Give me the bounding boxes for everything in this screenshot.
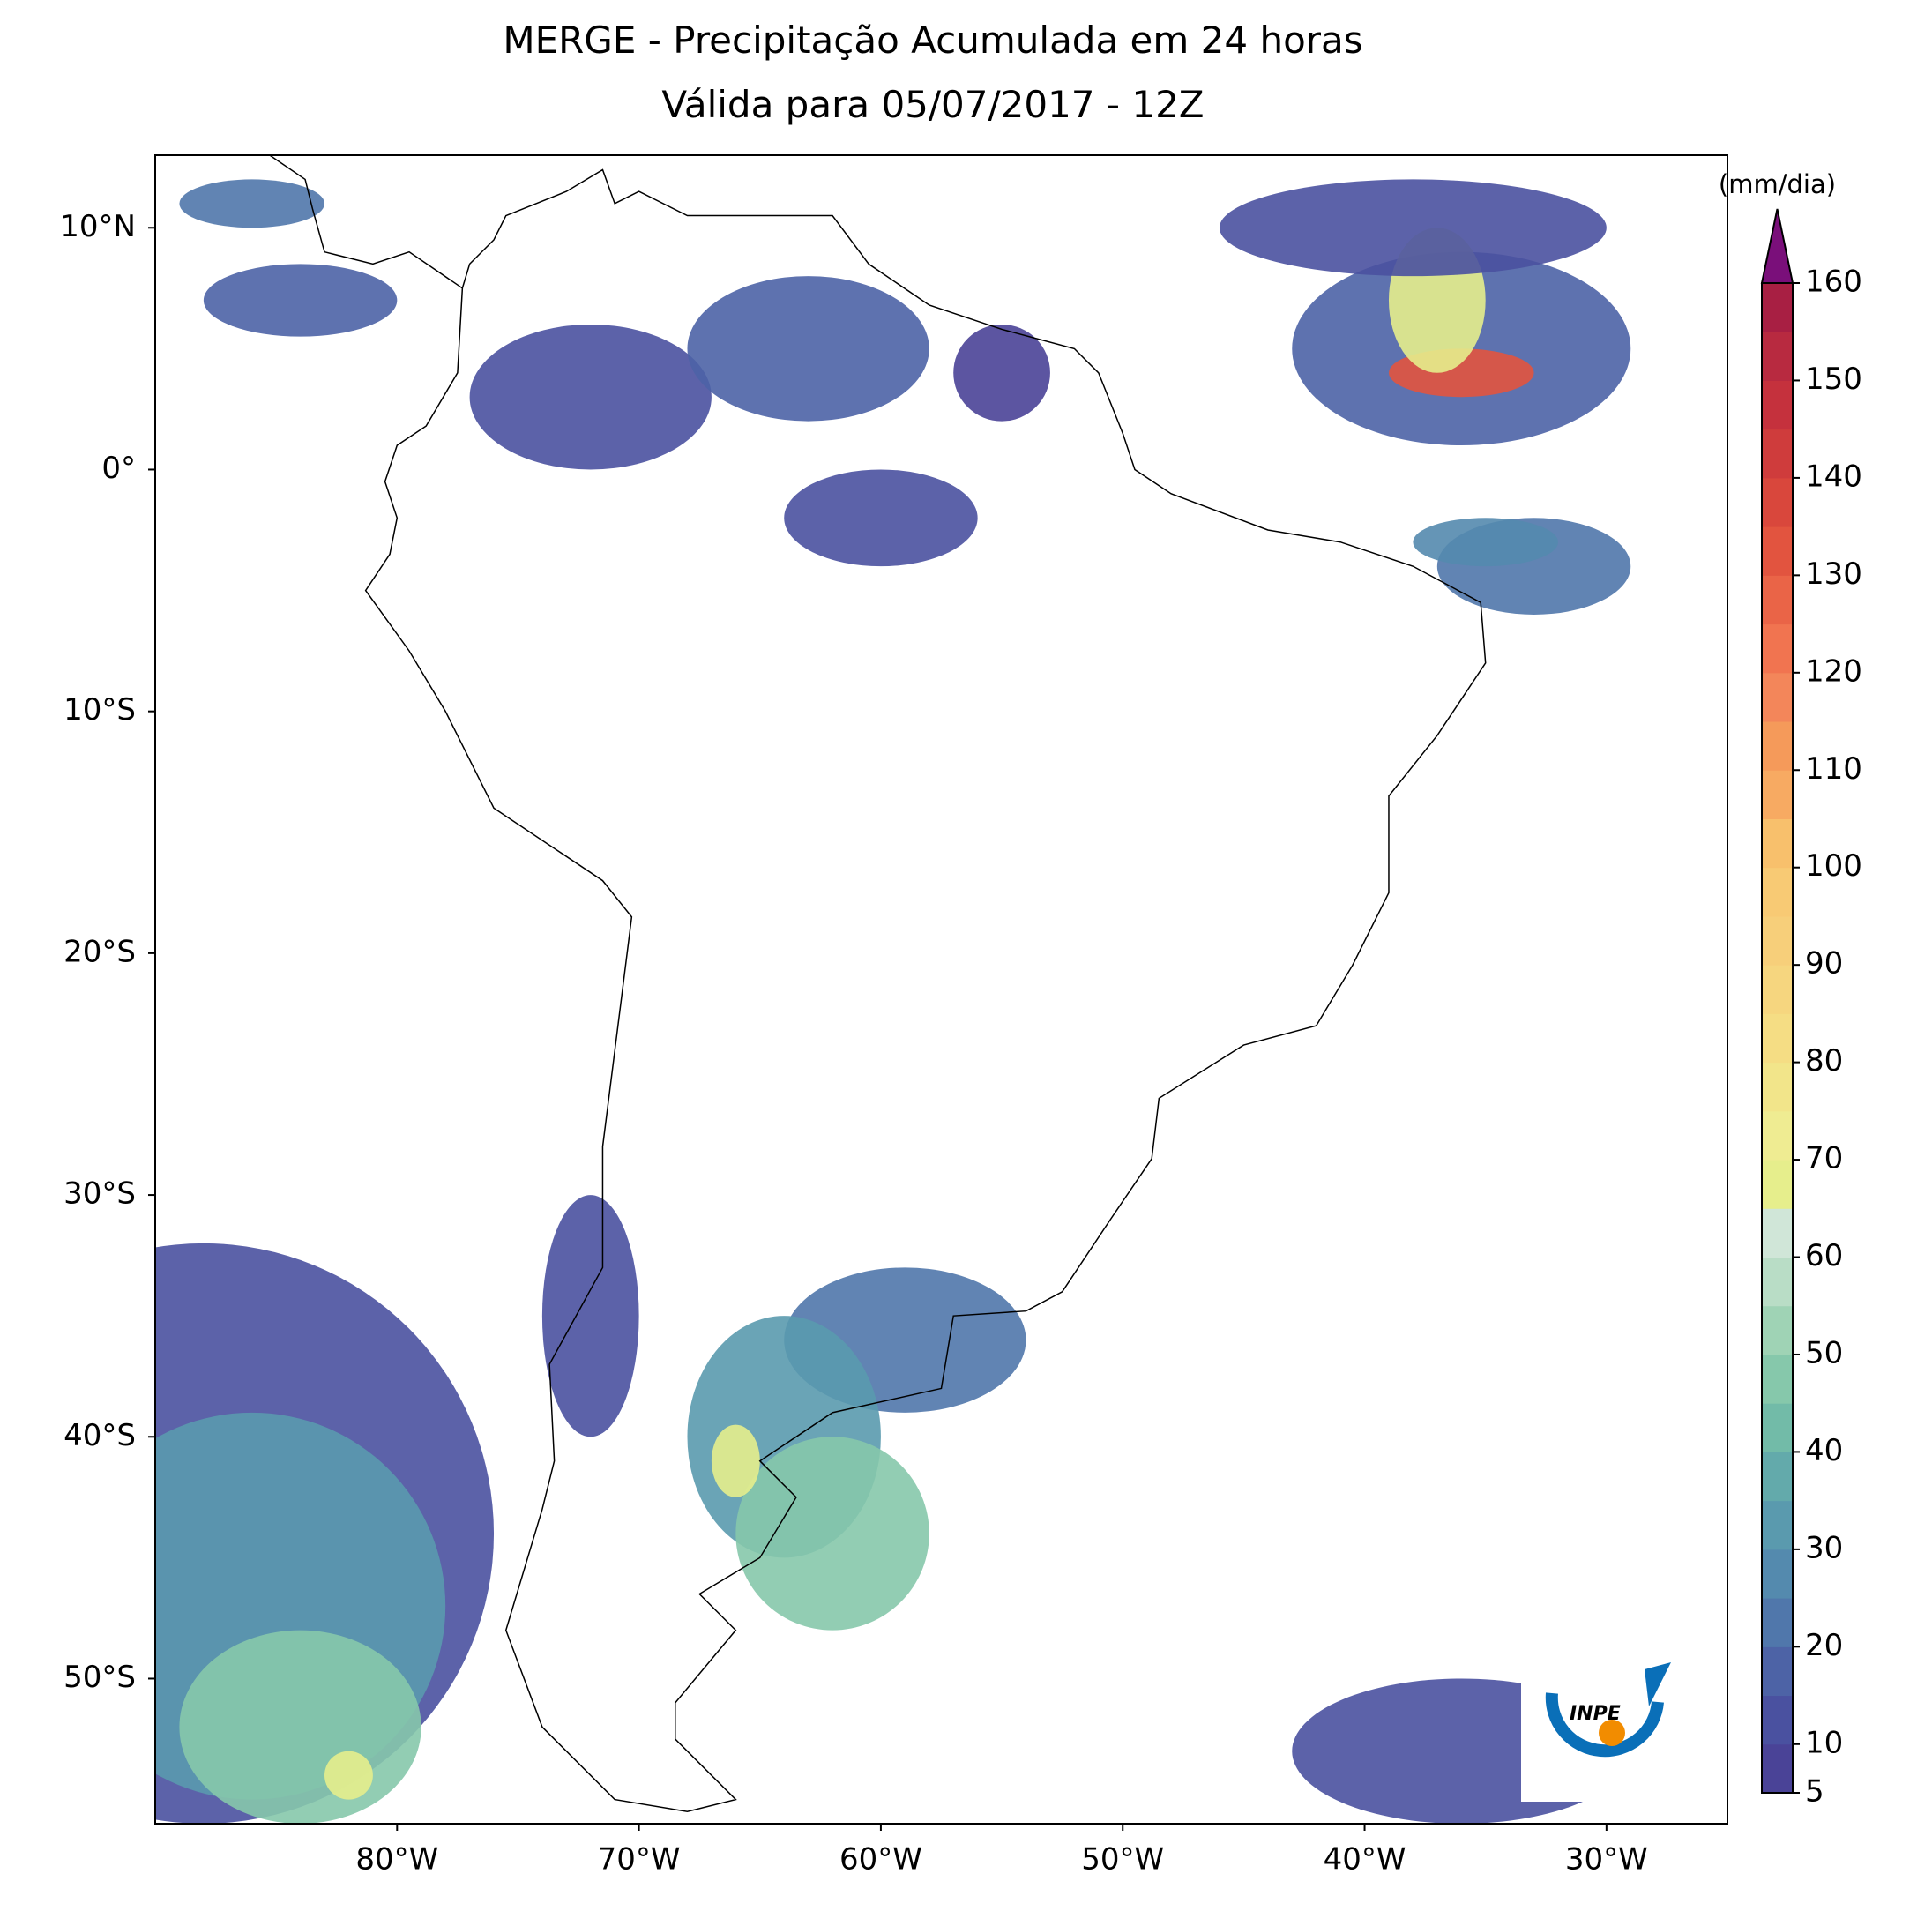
- y-tick-label: 50°S: [63, 1660, 136, 1695]
- colorbar-band: [1762, 283, 1793, 332]
- x-tick-label: 40°W: [1324, 1842, 1406, 1877]
- colorbar-tick-label: 60: [1805, 1238, 1843, 1273]
- colorbar-tick-label: 130: [1805, 556, 1862, 592]
- colorbar-frame: [1761, 282, 1794, 1794]
- logo: INPE: [1521, 1618, 1710, 1802]
- colorbar-tick-label: 140: [1805, 459, 1862, 494]
- y-tick-label: 10°N: [60, 209, 136, 244]
- colorbar-band: [1762, 332, 1793, 381]
- colorbar-band: [1762, 1062, 1793, 1112]
- colorbar-band: [1762, 672, 1793, 722]
- colorbar-band: [1762, 965, 1793, 1014]
- y-tick-label: 20°S: [63, 934, 136, 969]
- y-tick-label: 30°S: [63, 1176, 136, 1212]
- logo-arrow: [1645, 1662, 1671, 1706]
- colorbar-band: [1762, 1013, 1793, 1064]
- colorbar-band: [1762, 380, 1793, 430]
- coastline: [364, 168, 1487, 1813]
- colorbar-tick-label: 150: [1805, 362, 1862, 397]
- precip-area: [541, 1195, 639, 1437]
- colorbar-band: [1762, 1160, 1793, 1209]
- x-tick-label: 30°W: [1565, 1842, 1648, 1877]
- colorbar-band: [1762, 1598, 1793, 1647]
- colorbar-band: [1762, 915, 1793, 966]
- colorbar-band: [1762, 1452, 1793, 1502]
- logo-arc: [1545, 1692, 1664, 1758]
- colorbar-band: [1762, 721, 1793, 771]
- colorbar-tick-label: 40: [1805, 1433, 1843, 1468]
- colorbar-band: [1762, 1305, 1793, 1355]
- x-tick-label: 50°W: [1081, 1842, 1164, 1877]
- colorbar-band: [1762, 526, 1793, 576]
- precip-area: [1413, 518, 1558, 567]
- colorbar-tick-label: 110: [1805, 751, 1862, 787]
- colorbar-label: (mm/dia): [1719, 169, 1836, 199]
- y-tick-label: 0°: [101, 451, 136, 486]
- precip-area: [784, 469, 978, 567]
- precip-area: [687, 276, 929, 422]
- colorbar-tick-label: 30: [1805, 1530, 1843, 1565]
- colorbar-band: [1762, 1646, 1793, 1697]
- precip-area: [324, 1751, 373, 1800]
- precip-area: [179, 179, 325, 228]
- colorbar-band: [1762, 1257, 1793, 1307]
- colorbar-band: [1762, 1403, 1793, 1452]
- x-tick-label: 70°W: [598, 1842, 681, 1877]
- subtitle: Válida para 05/07/2017 - 12Z: [661, 83, 1204, 126]
- colorbar-tick-label: 10: [1805, 1725, 1843, 1760]
- y-tick-label: 10°S: [63, 692, 136, 728]
- colorbar-band: [1762, 575, 1793, 625]
- precip-area: [469, 324, 712, 470]
- colorbar-tick-label: 70: [1805, 1141, 1843, 1176]
- precip-area: [711, 1424, 760, 1497]
- colorbar-band: [1762, 477, 1793, 527]
- colorbar-tick-label: 5: [1805, 1774, 1824, 1810]
- colorbar-band: [1762, 770, 1793, 819]
- map-area: [155, 155, 1631, 1824]
- colorbar-tick-label: 160: [1805, 265, 1862, 300]
- colorbar-tick-label: 20: [1805, 1628, 1843, 1663]
- colorbar-tick-label: 120: [1805, 653, 1862, 689]
- colorbar-tick-label: 100: [1805, 848, 1862, 884]
- colorbar-band: [1762, 429, 1793, 479]
- logo-text: INPE: [1570, 1703, 1621, 1725]
- colorbar-band: [1762, 1110, 1793, 1161]
- colorbar-tick-label: 80: [1805, 1043, 1843, 1079]
- title: MERGE - Precipitação Acumulada em 24 hor…: [503, 19, 1362, 62]
- map-frame: [154, 154, 1728, 1825]
- coastline: [268, 155, 463, 289]
- precip-area: [953, 324, 1050, 422]
- precip-area: [179, 1630, 421, 1824]
- colorbar-band: [1762, 818, 1793, 869]
- colorbar-band: [1762, 867, 1793, 917]
- x-tick-label: 80°W: [355, 1842, 438, 1877]
- precip-area: [203, 264, 398, 337]
- colorbar-band: [1762, 1500, 1793, 1550]
- precip-area: [1219, 179, 1607, 277]
- colorbar-tick-label: 50: [1805, 1335, 1843, 1370]
- colorbar-band: [1762, 1549, 1793, 1599]
- colorbar-band: [1762, 1208, 1793, 1258]
- x-tick-label: 60°W: [839, 1842, 922, 1877]
- colorbar-band: [1762, 1743, 1793, 1794]
- colorbar-band: [1762, 623, 1793, 674]
- y-tick-label: 40°S: [63, 1418, 136, 1453]
- colorbar-tick-label: 90: [1805, 946, 1843, 982]
- colorbar-band: [1762, 1695, 1793, 1745]
- colorbar-band: [1762, 1354, 1793, 1404]
- logo-dot: [1599, 1720, 1625, 1746]
- colorbar-extend: [1760, 208, 1794, 284]
